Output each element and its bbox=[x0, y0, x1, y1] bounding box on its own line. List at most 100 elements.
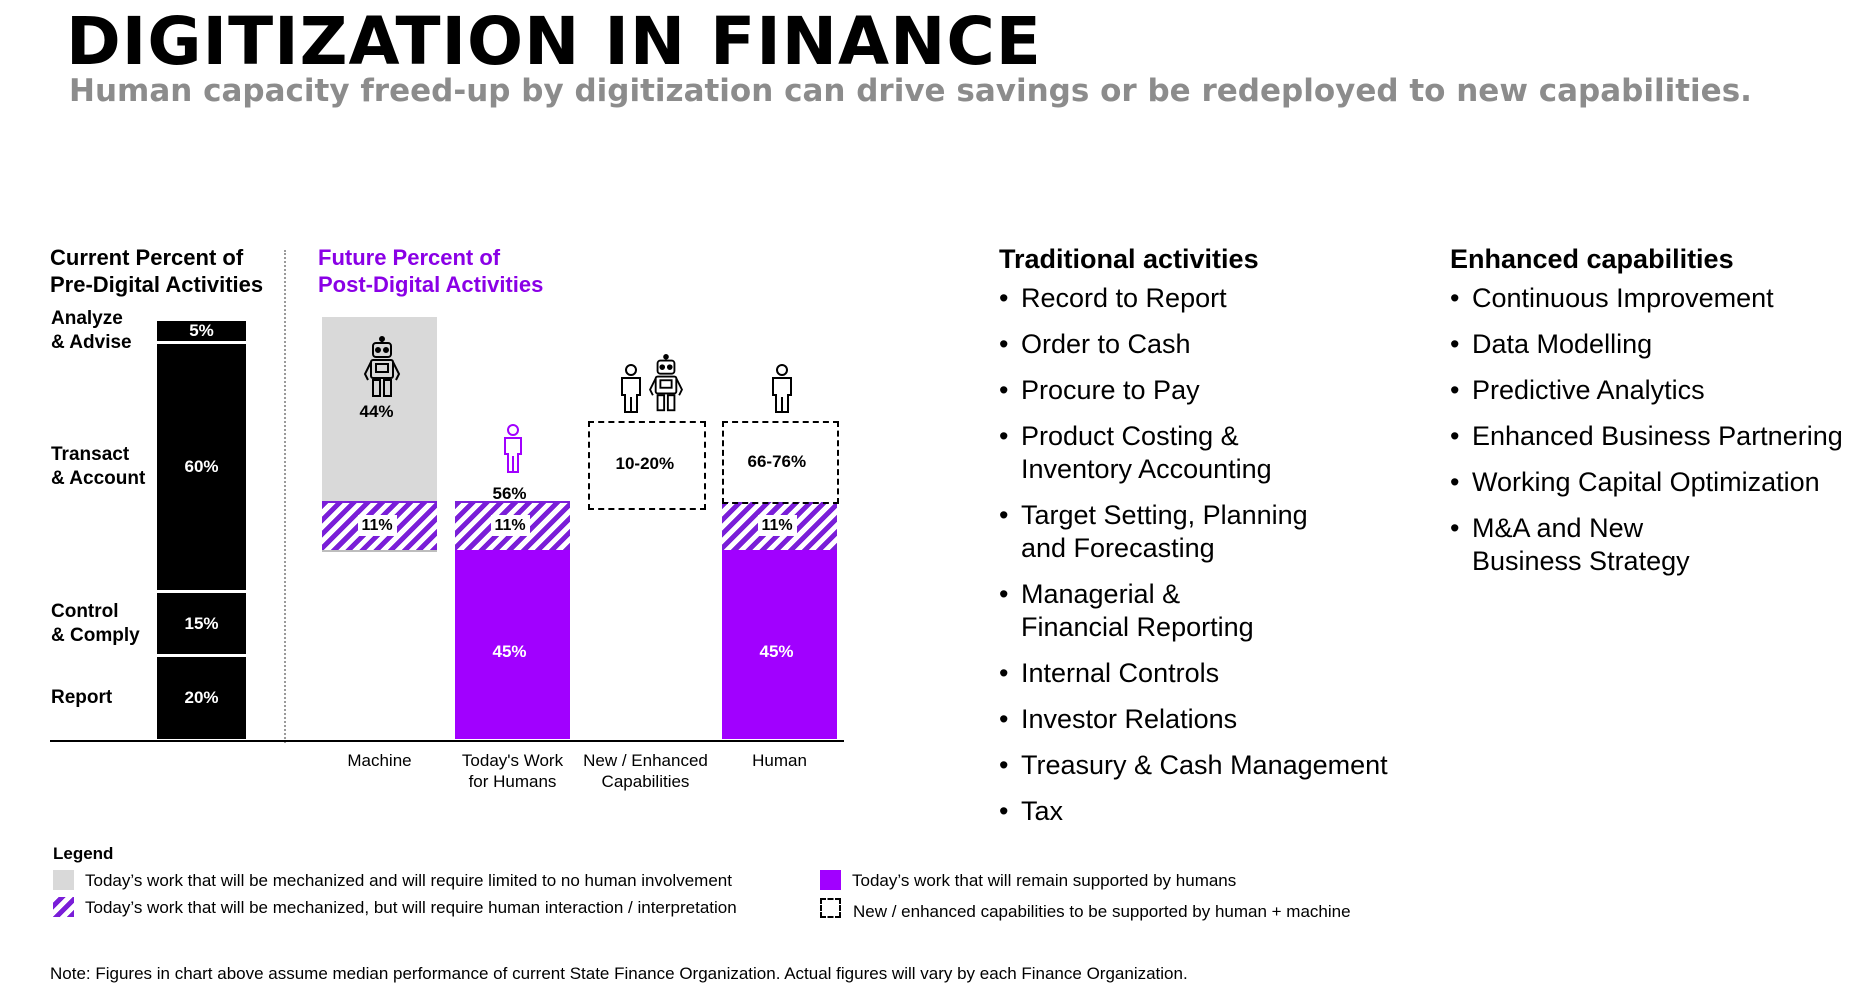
legend-swatch-dashed bbox=[820, 898, 841, 918]
x-axis-label-line: New / Enhanced bbox=[583, 751, 708, 770]
legend-text-new-capabilities: New / enhanced capabilities to be suppor… bbox=[853, 902, 1351, 921]
current-category-label-line: & Advise bbox=[51, 332, 132, 354]
new-capabilities-label: 10-20% bbox=[615, 454, 675, 473]
traditional-item-line: Target Setting, Planning bbox=[1021, 500, 1308, 530]
x-axis-label-line: Capabilities bbox=[601, 772, 690, 791]
legend-swatch-hatched bbox=[53, 897, 74, 917]
robot-icon bbox=[363, 336, 401, 397]
human-hatched-label: 11% bbox=[757, 515, 797, 537]
page-title: DIGITIZATION IN FINANCE bbox=[66, 3, 1042, 80]
x-axis-label: Human bbox=[710, 750, 850, 771]
traditional-item-line: Inventory Accounting bbox=[1021, 454, 1272, 484]
current-category-label-line: Transact bbox=[51, 444, 130, 466]
x-axis-label-line: Machine bbox=[347, 751, 412, 770]
chart-divider bbox=[284, 250, 286, 743]
chart-baseline bbox=[50, 740, 844, 742]
enhanced-item-line: Working Capital Optimization bbox=[1472, 467, 1820, 497]
current-segment-gap bbox=[157, 589, 246, 593]
traditional-item-line: Procure to Pay bbox=[1021, 375, 1200, 405]
current-segment: 20% bbox=[157, 657, 246, 739]
current-category-label: Report bbox=[51, 686, 112, 710]
legend-text-mechanized-interaction: Today’s work that will be mechanized, bu… bbox=[85, 898, 737, 917]
footnote: Note: Figures in chart above assume medi… bbox=[50, 964, 1188, 983]
machine-grey-label: 44% bbox=[359, 402, 394, 421]
machine-hatch-border-top bbox=[322, 501, 437, 503]
todays-work-hatched-label: 11% bbox=[490, 515, 530, 537]
traditional-list: Record to Report Order to Cash Procure to … bbox=[999, 282, 1419, 828]
traditional-item-line: Investor Relations bbox=[1021, 704, 1238, 734]
enhanced-item: Working Capital Optimization bbox=[1450, 466, 1866, 499]
future-heading: Future Percent of Post-Digital Activitie… bbox=[318, 244, 543, 298]
current-segment: 15% bbox=[157, 592, 246, 655]
current-segment-gap bbox=[157, 341, 246, 345]
traditional-item: Investor Relations bbox=[999, 703, 1419, 736]
traditional-item-line: Financial Reporting bbox=[1021, 612, 1254, 642]
current-category-label-line: & Account bbox=[51, 468, 146, 490]
current-category-label: Analyze & Advise bbox=[51, 307, 132, 355]
current-category-label: Transact & Account bbox=[51, 443, 145, 491]
x-axis-label-line: Human bbox=[752, 751, 807, 770]
traditional-item-line: Treasury & Cash Management bbox=[1021, 750, 1388, 780]
todays-work-purple-label: 45% bbox=[492, 642, 527, 661]
traditional-item-line: Record to Report bbox=[1021, 283, 1227, 313]
machine-hatched-label: 11% bbox=[357, 515, 397, 537]
future-heading-line2: Post-Digital Activities bbox=[318, 272, 544, 297]
traditional-item: Treasury & Cash Management bbox=[999, 749, 1419, 782]
current-heading: Current Percent of Pre-Digital Activitie… bbox=[50, 244, 263, 298]
enhanced-item: Predictive Analytics bbox=[1450, 374, 1866, 407]
human-total-label: 66-76% bbox=[747, 452, 807, 471]
x-axis-label-line: for Humans bbox=[468, 772, 557, 791]
traditional-item: Internal Controls bbox=[999, 657, 1419, 690]
human-dashed-box bbox=[722, 421, 839, 504]
legend-swatch-purple bbox=[820, 870, 841, 890]
enhanced-item: Continuous Improvement bbox=[1450, 282, 1866, 315]
person-icon bbox=[621, 364, 641, 413]
enhanced-item-line: Enhanced Business Partnering bbox=[1472, 421, 1843, 451]
enhanced-item: Data Modelling bbox=[1450, 328, 1866, 361]
person-icon-purple bbox=[504, 424, 522, 473]
current-category-label-line: Report bbox=[51, 687, 113, 709]
current-segment: 60% bbox=[157, 344, 246, 590]
enhanced-item-line: Continuous Improvement bbox=[1472, 283, 1774, 313]
traditional-item-line: Tax bbox=[1021, 796, 1064, 826]
current-heading-line1: Current Percent of bbox=[50, 245, 244, 270]
traditional-item-line: and Forecasting bbox=[1021, 533, 1215, 563]
enhanced-item-line: Data Modelling bbox=[1472, 329, 1653, 359]
enhanced-capabilities: Enhanced capabilities Continuous Improve… bbox=[1450, 243, 1866, 591]
traditional-activities: Traditional activities Record to Report O… bbox=[999, 243, 1419, 841]
current-category-label-line: Analyze bbox=[51, 308, 123, 330]
future-heading-line1: Future Percent of bbox=[318, 245, 501, 270]
x-axis-label: Machine bbox=[310, 750, 450, 771]
enhanced-heading: Enhanced capabilities bbox=[1450, 244, 1734, 274]
todays-work-border-top bbox=[455, 501, 570, 503]
traditional-item: Tax bbox=[999, 795, 1419, 828]
human-purple-label: 45% bbox=[759, 642, 794, 661]
human-purple-bar bbox=[722, 550, 837, 739]
current-segment: 5% bbox=[157, 321, 246, 342]
page-subtitle: Human capacity freed-up by digitization … bbox=[69, 73, 1752, 109]
x-axis-label: Today's Work for Humans bbox=[443, 750, 583, 792]
human-icon bbox=[772, 364, 792, 413]
traditional-item-line: Order to Cash bbox=[1021, 329, 1191, 359]
robot-icon-small bbox=[649, 354, 683, 412]
legend-swatch-grey bbox=[53, 870, 74, 890]
todays-work-total-label: 56% bbox=[492, 484, 527, 503]
traditional-item: Record to Report bbox=[999, 282, 1419, 315]
current-category-label-line: Control bbox=[51, 600, 119, 622]
current-segment-gap bbox=[157, 654, 246, 658]
traditional-item: Product Costing &Inventory Accounting bbox=[999, 420, 1419, 486]
enhanced-item-line: Business Strategy bbox=[1472, 546, 1690, 576]
traditional-item: Order to Cash bbox=[999, 328, 1419, 361]
x-axis-label: New / Enhanced Capabilities bbox=[576, 750, 716, 792]
traditional-item: Procure to Pay bbox=[999, 374, 1419, 407]
enhanced-item: Enhanced Business Partnering bbox=[1450, 420, 1866, 453]
enhanced-list: Continuous Improvement Data Modelling Pred… bbox=[1450, 282, 1866, 578]
current-heading-line2: Pre-Digital Activities bbox=[50, 272, 264, 297]
new-capabilities-dashed-box bbox=[588, 421, 706, 510]
traditional-heading: Traditional activities bbox=[999, 244, 1259, 274]
legend-title: Legend bbox=[53, 844, 114, 863]
traditional-item: Managerial &Financial Reporting bbox=[999, 578, 1419, 644]
enhanced-item-line: M&A and New bbox=[1472, 513, 1644, 543]
traditional-item-line: Managerial & bbox=[1021, 579, 1181, 609]
